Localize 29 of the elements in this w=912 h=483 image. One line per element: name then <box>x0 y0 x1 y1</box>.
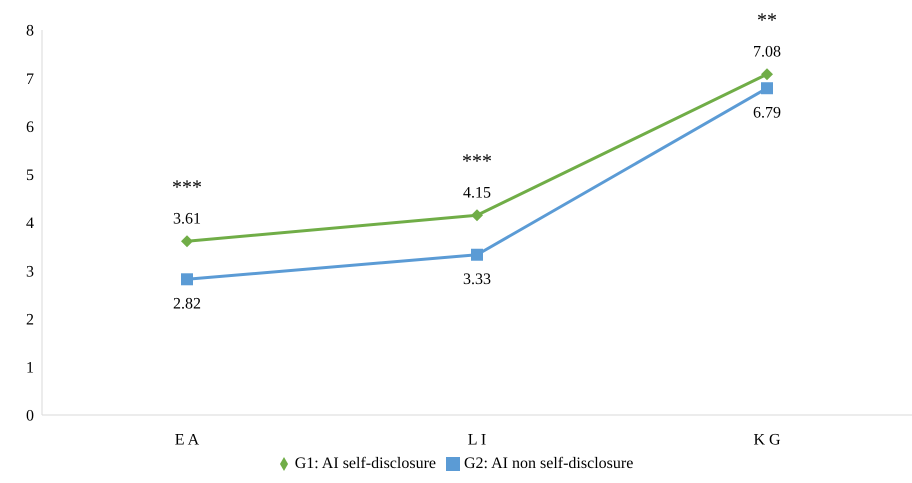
y-tick-label: 7 <box>26 70 34 88</box>
data-label: 4.15 <box>463 184 491 202</box>
annotation: *** <box>172 176 202 198</box>
y-tick-label: 0 <box>26 408 34 425</box>
annotation: *** <box>462 150 492 172</box>
x-tick-label: L I <box>468 431 486 448</box>
point <box>761 82 773 94</box>
point <box>471 248 483 261</box>
point <box>181 235 193 248</box>
y-tick-label: 2 <box>26 311 34 328</box>
x-tick-label: E A <box>174 431 200 448</box>
y-tick-label: 3 <box>26 263 34 280</box>
data-label: 3.61 <box>173 210 201 228</box>
data-label: 3.33 <box>463 271 491 288</box>
point <box>471 209 483 222</box>
y-tick-label: 8 <box>26 22 34 40</box>
data-label: 6.79 <box>753 104 781 122</box>
point <box>761 68 773 80</box>
data-label: 7.08 <box>753 43 781 60</box>
y-tick-label: 4 <box>26 215 34 232</box>
point <box>181 273 193 286</box>
y-tick-label: 5 <box>26 167 34 184</box>
legend-label: G1: AI self-disclosure <box>294 455 436 472</box>
y-tick-label: 1 <box>26 360 34 377</box>
y-tick-label: 6 <box>26 118 34 136</box>
legend-label: G2: AI non self-disclosure <box>464 455 634 472</box>
annotation: ** <box>757 9 777 32</box>
x-tick-label: K G <box>753 431 781 448</box>
data-label: 2.82 <box>173 296 201 313</box>
